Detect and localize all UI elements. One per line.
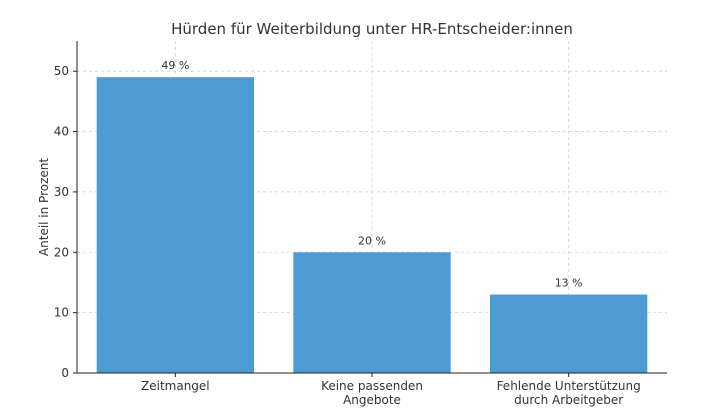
- y-tick-label: 10: [54, 306, 69, 320]
- bar-layer: 49 % 20 % 13 %: [96, 59, 648, 373]
- y-tick-label: 20: [54, 245, 69, 259]
- chart-title: Hürden für Weiterbildung unter HR-Entsch…: [171, 20, 573, 38]
- x-tick-label-line: Keine passenden: [321, 379, 423, 393]
- x-tick-label-line: Zeitmangel: [141, 379, 210, 393]
- bar-value-label: 13 %: [555, 277, 583, 290]
- x-tick-label: Fehlende Unterstützung durch Arbeitgeber: [497, 379, 641, 407]
- x-tick-label-line: Angebote: [343, 393, 401, 407]
- y-tick-label: 30: [54, 185, 69, 199]
- x-tick-label-line: durch Arbeitgeber: [514, 393, 623, 407]
- y-tick-label: 50: [54, 64, 69, 78]
- axis-layer: 0 10 20 30 40 50 Zeitmangel Keine passenden Ange…: [54, 41, 667, 407]
- x-tick-label: Keine passenden Angebote: [321, 379, 423, 407]
- y-axis-title: Anteil in Prozent: [37, 158, 51, 256]
- bar: [490, 294, 648, 373]
- x-tick-label-line: Fehlende Unterstützung: [497, 379, 641, 393]
- x-tick-label: Zeitmangel: [141, 379, 210, 393]
- y-tick-label: 40: [54, 125, 69, 139]
- bar-value-label: 20 %: [358, 234, 386, 247]
- y-tick-label: 0: [61, 366, 69, 380]
- bar: [293, 252, 451, 373]
- bar: [96, 77, 255, 373]
- bar-value-label: 49 %: [161, 59, 189, 72]
